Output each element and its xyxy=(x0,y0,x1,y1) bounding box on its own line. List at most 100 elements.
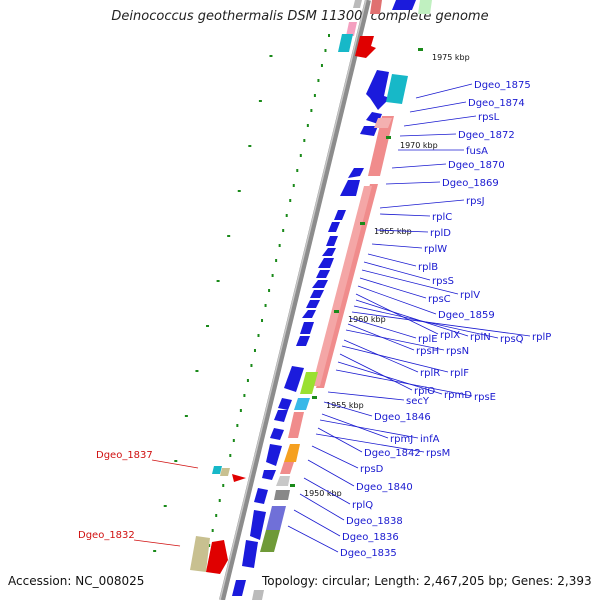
guide-dot xyxy=(257,334,260,337)
gene-leader-line xyxy=(339,353,413,391)
gene-leader-line xyxy=(399,133,457,137)
genome-backbone xyxy=(219,0,371,600)
cds-feature-reverse xyxy=(284,366,304,392)
cds-feature-left xyxy=(212,466,222,474)
kbp-tick-label: 1970 kbp xyxy=(400,141,438,150)
cds-feature-reverse xyxy=(262,470,276,480)
gene-leader-line xyxy=(357,285,437,315)
gene-leader-line xyxy=(337,361,443,395)
gene-label: rplO xyxy=(414,386,435,397)
guide-dot xyxy=(320,64,323,67)
gene-label: rpmJ xyxy=(390,434,413,445)
gene-leader-line xyxy=(341,345,449,373)
gene-leader-line xyxy=(415,83,473,99)
guide-dot xyxy=(174,460,178,462)
cds-feature-forward xyxy=(260,530,280,552)
reverse-strand-features xyxy=(232,0,390,596)
guide-dot xyxy=(236,424,239,427)
gene-leader-line xyxy=(303,477,351,505)
gene-label: rplN xyxy=(470,332,491,343)
cds-feature-forward xyxy=(392,0,416,10)
gene-label: rplE xyxy=(418,334,438,345)
topology-text: Topology: circular; Length: 2,467,205 bp… xyxy=(262,574,592,588)
kbp-tick-mark xyxy=(312,396,317,399)
cds-feature-reverse xyxy=(306,300,320,308)
guide-dot xyxy=(310,109,313,112)
guide-dot xyxy=(271,274,274,277)
gene-leader-line xyxy=(403,115,477,127)
cds-feature-forward xyxy=(418,0,432,14)
gene-label: rplQ xyxy=(352,500,373,511)
guide-dot xyxy=(282,229,285,232)
ribosomal-block xyxy=(368,116,394,176)
guide-dot xyxy=(248,145,252,147)
cds-feature-reverse xyxy=(278,398,292,410)
gene-label: rpsL xyxy=(478,112,500,123)
gene-leader-line xyxy=(351,311,531,337)
cds-feature-left xyxy=(220,468,230,476)
gene-leader-line xyxy=(345,329,445,351)
gene-label: rpsD xyxy=(360,464,384,475)
gene-label: Dgeo_1872 xyxy=(458,130,515,141)
gene-label: rpsJ xyxy=(466,196,485,207)
cds-feature-forward xyxy=(300,372,318,394)
cds-feature-left xyxy=(206,540,228,574)
guide-dot xyxy=(292,184,295,187)
guide-dot xyxy=(264,304,267,307)
gene-leader-line xyxy=(299,493,345,521)
outer-guide-dots xyxy=(153,34,330,562)
gene-leader-line xyxy=(293,509,341,537)
gene-leader-line xyxy=(371,243,423,249)
kbp-tick-label: 1975 kbp xyxy=(432,53,470,62)
gene-leader-line xyxy=(315,433,425,453)
gene-label: Dgeo_1859 xyxy=(438,310,495,321)
cds-feature-reverse xyxy=(296,336,310,346)
cds-feature-reverse xyxy=(328,222,340,232)
guide-dot xyxy=(227,235,231,237)
gene-label: secY xyxy=(406,396,430,407)
gene-label: rplX xyxy=(440,330,460,341)
kbp-tick-mark xyxy=(386,136,391,139)
guide-dot xyxy=(324,49,327,52)
gene-label: Dgeo_1838 xyxy=(346,516,403,527)
gene-label: rpsH xyxy=(416,346,439,357)
guide-dot xyxy=(306,124,309,127)
guide-dot xyxy=(239,409,242,412)
gene-label: Dgeo_1874 xyxy=(468,98,525,109)
cds-feature-reverse xyxy=(366,70,390,110)
guide-dot xyxy=(153,550,157,552)
gene-label: rplR xyxy=(420,368,440,379)
gene-labels: Dgeo_1875 Dgeo_1874 rpsL Dgeo_1872 fusA Dgeo_… xyxy=(78,80,551,559)
gene-leader-line xyxy=(317,427,363,453)
kbp-tick-label: 1950 kbp xyxy=(304,489,342,498)
gene-label: Dgeo_1869 xyxy=(442,178,499,189)
guide-dot xyxy=(313,94,316,97)
guide-dot xyxy=(250,364,253,367)
cds-feature-reverse xyxy=(353,0,362,8)
guide-dot xyxy=(163,505,167,507)
gene-leader-line xyxy=(375,229,429,233)
gene-label: rpsQ xyxy=(500,334,524,345)
guide-dot xyxy=(237,190,241,192)
guide-dot xyxy=(303,139,306,142)
cds-feature-reverse xyxy=(340,180,360,196)
cds-feature-reverse xyxy=(300,322,314,334)
cds-feature-forward xyxy=(252,590,264,600)
gene-leader-line xyxy=(359,277,427,299)
ribosomal-block xyxy=(280,462,294,474)
gene-label: Dgeo_1875 xyxy=(474,80,531,91)
gene-leader-line xyxy=(335,369,473,397)
cds-feature-forward xyxy=(294,398,310,410)
gene-label: rplB xyxy=(418,262,438,273)
cds-feature-reverse xyxy=(355,36,376,58)
kbp-tick-mark xyxy=(418,48,423,51)
left-strand-features xyxy=(190,466,246,574)
guide-dot xyxy=(215,514,218,517)
cds-feature-reverse xyxy=(348,168,364,178)
ribosomal-block xyxy=(288,412,304,438)
gene-leader-line xyxy=(363,261,431,281)
kbp-tick-mark xyxy=(360,222,365,225)
gene-label: rplD xyxy=(430,228,451,239)
cds-feature-reverse xyxy=(326,236,338,246)
